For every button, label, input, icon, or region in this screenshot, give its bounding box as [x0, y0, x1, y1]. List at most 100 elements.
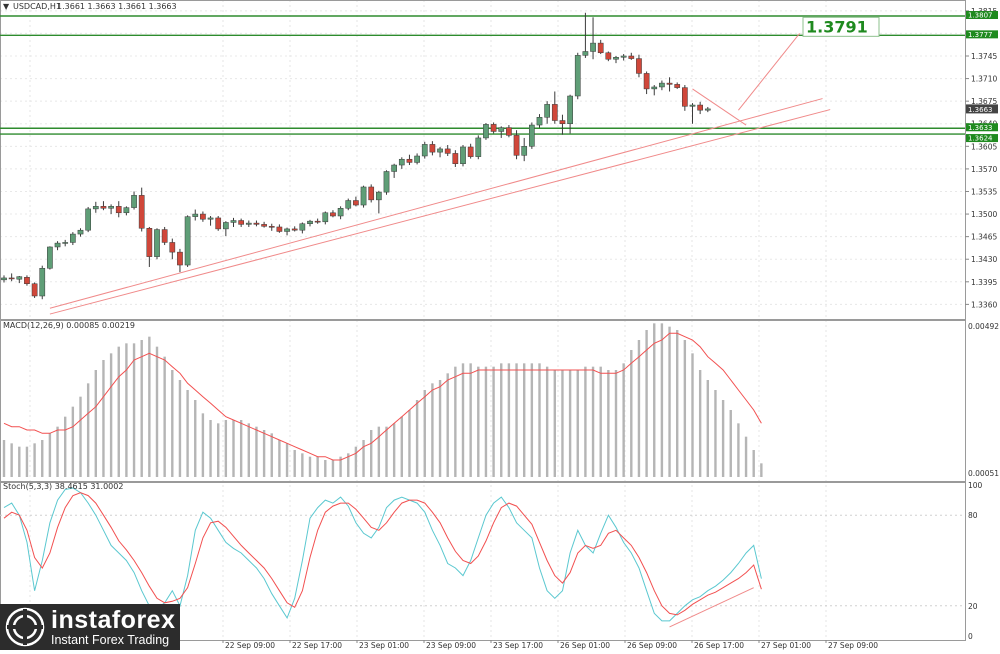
- macd-histogram-bar: [698, 370, 702, 477]
- macd-histogram-bar: [576, 370, 579, 477]
- candle-body: [192, 213, 199, 217]
- macd-panel: [2, 323, 763, 477]
- projection-arrow-line: [738, 33, 800, 111]
- price-tick-label: 1.3535: [971, 187, 997, 196]
- level-price-tag: [966, 11, 998, 19]
- macd-histogram-bar: [645, 330, 648, 477]
- candle-body: [605, 52, 612, 60]
- macd-histogram-bar: [408, 410, 411, 477]
- level-price-label: 1.3807: [968, 12, 993, 20]
- level-price-tag: [966, 30, 998, 39]
- level-price-tag: [966, 123, 998, 132]
- macd-histogram-bar: [171, 370, 174, 477]
- candle-body: [62, 242, 69, 244]
- stoch-tick-label: 20: [968, 602, 978, 611]
- macd-histogram-bar: [752, 450, 755, 477]
- macd-histogram-bar: [362, 440, 365, 477]
- candle-body: [146, 228, 153, 257]
- macd-histogram-bar: [660, 323, 664, 477]
- candle-body: [54, 242, 61, 248]
- candle-body: [406, 158, 413, 163]
- candle-body: [115, 206, 122, 214]
- candle-body: [85, 208, 92, 231]
- price-tick-label: 1.3675: [971, 97, 997, 106]
- macd-histogram-bar: [339, 456, 342, 477]
- macd-histogram-bar: [446, 373, 449, 477]
- candle-body: [582, 51, 589, 56]
- price-tick-label: 1.3430: [971, 255, 997, 264]
- time-tick-label: 26 Sep 09:00: [627, 641, 677, 650]
- candle-body: [100, 206, 107, 209]
- macd-histogram-bar: [568, 370, 572, 477]
- candle-body: [291, 228, 298, 231]
- macd-legend: MACD(12,26,9) 0.00085 0.00219: [3, 321, 135, 330]
- candle-body: [467, 146, 474, 157]
- macd-histogram-bar: [155, 346, 159, 477]
- macd-histogram-bar: [630, 350, 633, 477]
- macd-histogram-bar: [324, 460, 327, 477]
- price-tick-label: 1.3500: [971, 210, 997, 219]
- macd-histogram-bar: [454, 366, 457, 477]
- candle-body: [628, 55, 635, 59]
- candle-body: [169, 242, 176, 253]
- candle-body: [24, 277, 30, 284]
- stoch-tick-label: 0: [968, 632, 973, 641]
- candle-body: [200, 213, 206, 220]
- pullback-line: [692, 88, 747, 126]
- candle-body: [521, 146, 528, 156]
- candle-body: [108, 206, 114, 209]
- candle-body: [437, 148, 443, 153]
- price-tick-label: 1.3395: [971, 278, 997, 287]
- candle-body: [498, 127, 505, 132]
- macd-histogram-bar: [523, 363, 526, 477]
- macd-histogram-bar: [706, 380, 709, 477]
- candle-body: [529, 124, 535, 147]
- macd-histogram-bar: [515, 363, 518, 477]
- candle-body: [276, 226, 283, 232]
- candle-body: [70, 233, 76, 243]
- candle-body: [207, 217, 214, 220]
- candle-body: [261, 224, 267, 227]
- candle-body: [360, 186, 367, 206]
- candle-body: [643, 73, 650, 90]
- stoch-signal-line: [3, 492, 762, 616]
- time-tick-label: 23 Sep 17:00: [493, 641, 543, 650]
- triangle-down-icon[interactable]: ▼: [3, 2, 10, 11]
- macd-histogram-bar: [163, 356, 166, 477]
- macd-histogram-bar: [79, 396, 82, 477]
- candle-body: [506, 127, 512, 136]
- stoch-trend-line: [669, 587, 754, 628]
- macd-histogram-bar: [492, 366, 495, 477]
- candle-body: [77, 229, 84, 235]
- price-tick-label: 1.3605: [971, 142, 997, 151]
- macd-histogram-bar: [614, 370, 618, 477]
- header-bar: ▼ USDCAD,H1 1.3661 1.3663 1.3661 1.3663 …: [3, 2, 177, 491]
- price-tick-label: 1.3710: [971, 75, 997, 84]
- candle-body: [31, 283, 38, 297]
- macd-histogram-bar: [561, 370, 564, 477]
- candle-body: [613, 57, 619, 60]
- candle-body: [92, 206, 99, 210]
- macd-histogram-bar: [431, 383, 434, 477]
- symbol-title: USDCAD,H1: [13, 2, 61, 11]
- macd-histogram-bar: [239, 420, 243, 477]
- macd-histogram-bar: [729, 410, 732, 477]
- macd-histogram-bar: [125, 343, 128, 477]
- trend-line: [49, 98, 823, 309]
- candle-body: [215, 217, 222, 230]
- candle-body: [161, 229, 168, 243]
- candle-body: [238, 220, 245, 225]
- macd-histogram-bar: [56, 426, 59, 477]
- candle-body: [513, 135, 520, 156]
- macd-histogram-bar: [461, 363, 465, 477]
- macd-histogram-bar: [737, 423, 740, 477]
- candle-body: [314, 220, 321, 223]
- macd-histogram-bar: [140, 340, 143, 477]
- candle-body: [704, 108, 711, 111]
- candle-body: [398, 158, 405, 166]
- instaforex-logo: instaforex Instant Forex Trading: [0, 604, 180, 650]
- candle-body: [636, 58, 642, 74]
- candle-body: [39, 268, 46, 297]
- candle-body: [659, 82, 665, 88]
